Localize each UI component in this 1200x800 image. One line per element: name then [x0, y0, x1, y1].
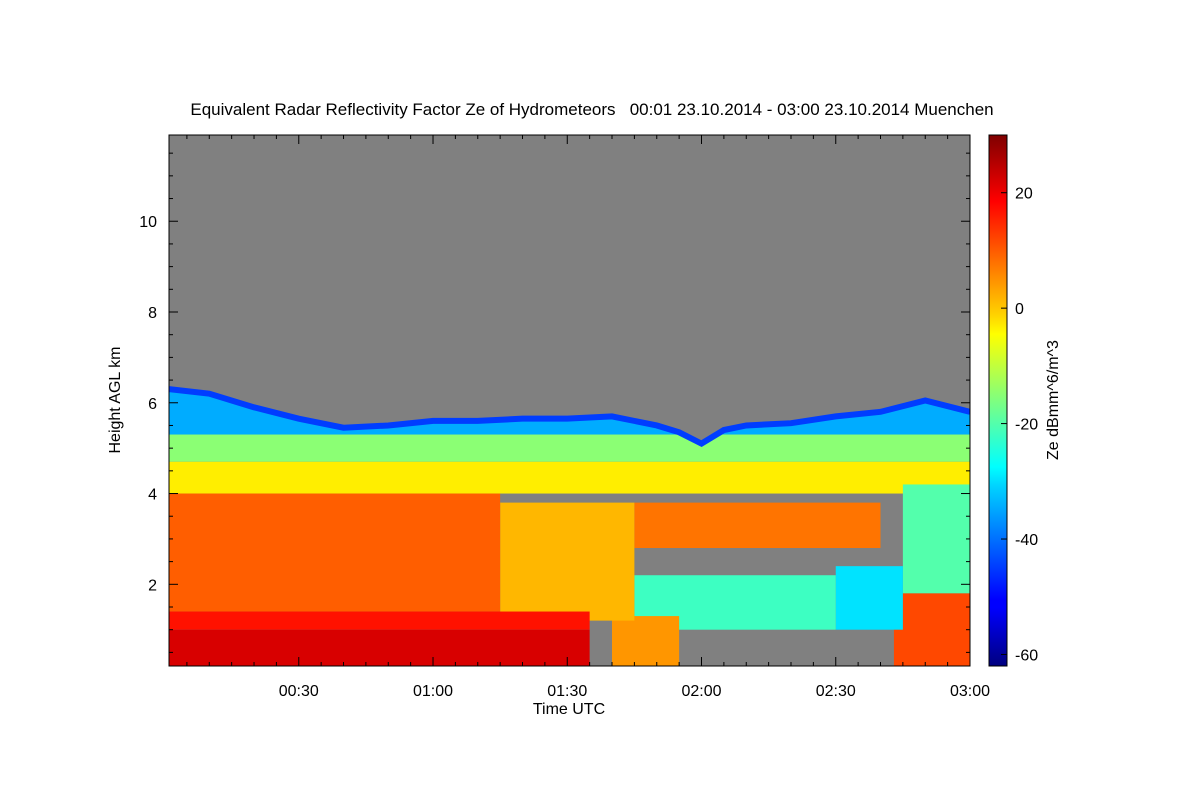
colorbar-tick-label: -20	[1015, 417, 1038, 434]
y-axis: 2 4 6 8 10	[139, 152, 970, 653]
reflectivity-cell	[169, 629, 590, 666]
plot-frame	[168, 134, 971, 667]
reflectivity-cell	[902, 484, 970, 594]
x-tick-label: 01:00	[413, 683, 453, 700]
chart-title: Equivalent Radar Reflectivity Factor Ze …	[190, 100, 993, 119]
x-tick-label: 00:30	[279, 683, 319, 700]
y-tick-label: 2	[148, 577, 157, 594]
x-tick-label: 02:00	[681, 683, 721, 700]
reflectivity-cell	[835, 566, 903, 630]
y-tick-label: 4	[148, 487, 157, 504]
reflectivity-cell	[169, 493, 501, 612]
reflectivity-cell	[169, 461, 970, 494]
colorbar-tick-label: -60	[1015, 647, 1038, 664]
reflectivity-cell	[634, 502, 881, 548]
y-tick-label: 6	[148, 396, 157, 413]
y-axis-label: Height AGL km	[107, 346, 124, 453]
reflectivity-cell	[169, 434, 970, 462]
colorbar-tick-label: 0	[1015, 301, 1024, 318]
y-tick-label: 10	[139, 214, 157, 231]
colorbar-label: Ze dBmm^6/m^3	[1045, 340, 1062, 460]
reflectivity-cell	[500, 502, 635, 621]
colorbar: 20 0 -20 -40 -60 Ze dBmm^6/m^3	[988, 134, 1062, 667]
colorbar-tick-label: 20	[1015, 186, 1033, 203]
colorbar-ticks: 20 0 -20 -40 -60	[1001, 186, 1038, 664]
echo-top-edge	[169, 386, 970, 448]
y-tick-label: 8	[148, 305, 157, 322]
x-tick-label: 01:30	[547, 683, 587, 700]
x-axis-label: Time UTC	[533, 701, 605, 718]
x-tick-label: 02:30	[816, 683, 856, 700]
colorbar-tick-label: -40	[1015, 532, 1038, 549]
x-tick-label: 03:00	[950, 683, 990, 700]
reflectivity-cell	[169, 611, 590, 630]
x-axis: 00:30 01:00 01:30 02:00 02:30 03:00	[186, 135, 990, 700]
plot-area	[168, 134, 971, 667]
reflectivity-cell	[612, 616, 680, 666]
colorbar-gradient	[988, 134, 1008, 667]
reflectivity-cell	[893, 593, 970, 666]
